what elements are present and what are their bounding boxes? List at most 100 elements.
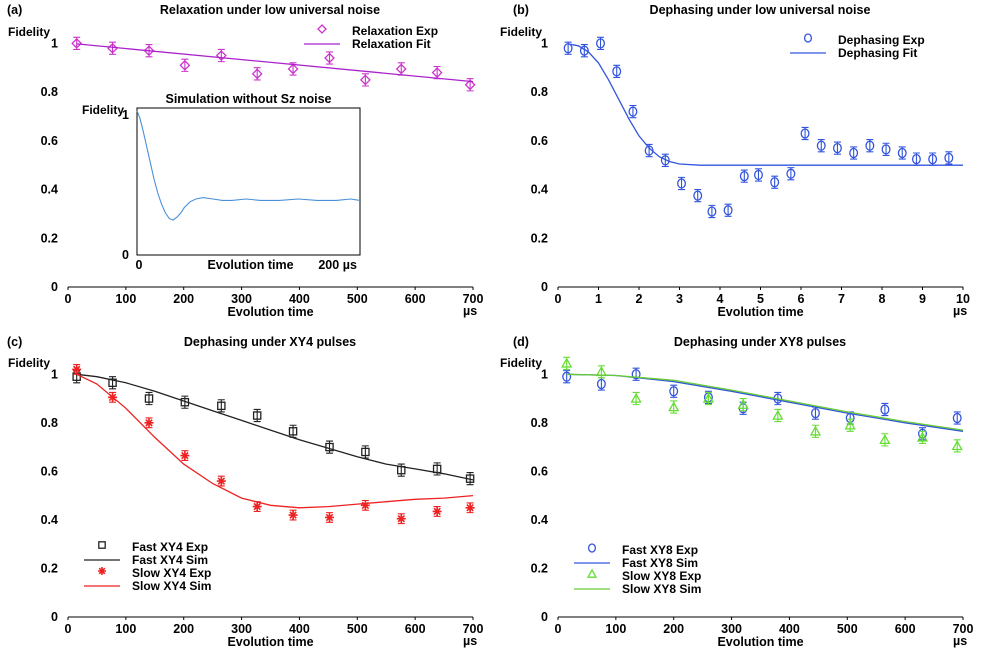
data-point (179, 59, 191, 71)
legend-marker (317, 24, 327, 34)
x-tick-label: 5 (757, 292, 764, 306)
x-tick-label: 3 (676, 292, 683, 306)
legend-label: Relaxation Exp (352, 24, 438, 38)
data-point (288, 510, 298, 520)
legend-label: Fast XY4 Sim (132, 553, 208, 567)
x-tick-label: 500 (347, 292, 368, 306)
series-fast-xy8-sim (566, 373, 964, 432)
y-tick-label: 0.2 (41, 561, 58, 575)
y-tick-label: 0.8 (531, 85, 548, 99)
y-axis-label: Fidelity (8, 356, 50, 370)
x-axis-unit: µs (463, 634, 477, 648)
data-point (464, 79, 476, 91)
data-point (739, 170, 749, 182)
inset-series-line (136, 110, 361, 221)
data-point (579, 45, 589, 56)
x-tick-label: 400 (779, 622, 800, 636)
x-tick-label: 8 (879, 292, 886, 306)
inset-y-tick-label: 0 (122, 248, 129, 262)
y-tick-label: 0 (51, 610, 58, 624)
data-point (561, 357, 573, 368)
x-tick-label: 700 (463, 622, 484, 636)
data-point (612, 66, 622, 77)
y-tick-label: 0.6 (41, 134, 58, 148)
data-point (928, 153, 938, 165)
series-slow-xy4-sim (76, 373, 474, 509)
y-tick-label: 0 (51, 280, 58, 294)
y-tick-label: 1 (51, 36, 58, 50)
inset-x-axis-label: Evolution time (207, 258, 293, 272)
y-tick-label: 0.6 (531, 134, 548, 148)
series-line (566, 373, 964, 432)
legend-label: Slow XY8 Sim (622, 582, 701, 596)
x-tick-label: 100 (115, 292, 136, 306)
y-tick-label: 0.4 (41, 513, 58, 527)
y-axis-label: Fidelity (500, 25, 542, 39)
x-tick-label: 7 (838, 292, 845, 306)
data-point (849, 147, 859, 159)
data-point (916, 431, 929, 442)
x-tick-label: 0 (555, 622, 562, 636)
inset-x-tick-label: 200 (318, 258, 339, 272)
data-point (252, 502, 262, 512)
x-axis-unit: µs (463, 304, 477, 318)
legend-marker (587, 543, 597, 553)
data-point (865, 140, 875, 151)
legend-label: Fast XY4 Exp (132, 540, 208, 554)
data-point (770, 177, 780, 188)
legend-label: Slow XY8 Exp (622, 569, 701, 583)
y-tick-label: 0.6 (531, 464, 548, 478)
data-point (668, 401, 680, 412)
data-point (880, 404, 890, 415)
legend-label: Fast XY8 Sim (622, 556, 698, 570)
x-tick-label: 500 (347, 622, 368, 636)
series-line (567, 43, 963, 166)
y-axis-label: Fidelity (500, 356, 542, 370)
x-tick-label: 200 (663, 622, 684, 636)
data-point (944, 152, 954, 164)
x-tick-label: 300 (231, 292, 252, 306)
x-tick-label: 1 (595, 292, 602, 306)
data-point (217, 401, 226, 411)
data-point (143, 45, 155, 57)
legend-label: Dephasing Fit (838, 46, 917, 60)
x-tick-label: 4 (717, 292, 724, 306)
data-point (563, 43, 573, 54)
data-point (215, 50, 227, 61)
data-point (180, 451, 190, 461)
data-point (395, 63, 407, 75)
y-tick-label: 0 (541, 280, 548, 294)
series-fast-xy4-sim (76, 373, 474, 481)
series-slow-xy8-exp (561, 356, 963, 453)
data-point (596, 38, 606, 49)
x-tick-label: 600 (895, 622, 916, 636)
series-line (76, 43, 474, 83)
data-point (881, 144, 891, 155)
data-point (288, 427, 298, 436)
panel-label: (b) (513, 3, 529, 17)
x-tick-label: 200 (173, 622, 194, 636)
inset-y-axis-label: Fidelity (82, 103, 124, 117)
data-point (431, 67, 443, 79)
y-tick-label: 1 (541, 367, 548, 381)
data-point (677, 178, 687, 189)
data-point (660, 155, 670, 166)
inset-x-tick-label: 0 (136, 258, 143, 272)
chart-title: Dephasing under XY8 pulses (674, 335, 846, 349)
y-tick-label: 0.8 (41, 416, 58, 430)
data-point (216, 476, 226, 486)
data-point (631, 369, 641, 380)
data-point (707, 206, 717, 217)
panel-label: (d) (513, 335, 529, 349)
x-tick-label: 100 (115, 622, 136, 636)
x-tick-label: 6 (798, 292, 805, 306)
series-fast-xy8-exp (562, 367, 962, 441)
x-tick-label: 500 (837, 622, 858, 636)
y-tick-label: 0.8 (531, 416, 548, 430)
data-point (810, 407, 820, 419)
data-point (844, 419, 856, 430)
